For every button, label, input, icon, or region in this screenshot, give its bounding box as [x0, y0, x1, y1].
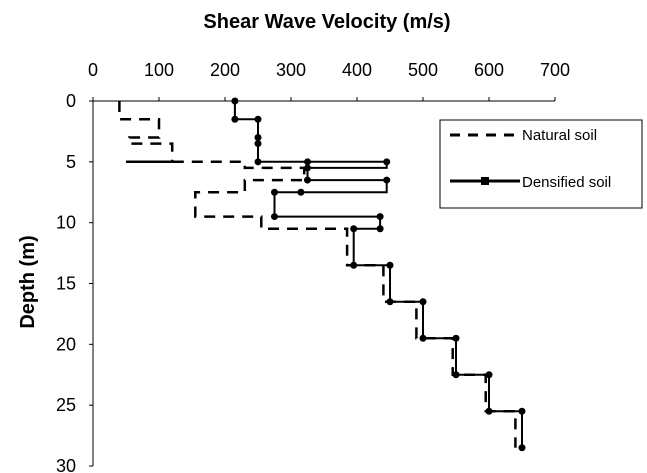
data-point-densified-soil	[485, 371, 493, 379]
data-point-densified-soil	[304, 164, 311, 172]
y-tick-labels: 0 5 10 15 20 25 30	[56, 91, 76, 473]
x-tick-label: 0	[88, 60, 98, 80]
x-tick-label: 700	[540, 60, 570, 80]
y-tick-label: 15	[56, 274, 76, 294]
x-tick-label: 100	[144, 60, 174, 80]
legend-marker-densified-soil	[481, 177, 489, 185]
data-point-densified-soil	[452, 371, 460, 379]
data-point-densified-soil	[231, 115, 239, 123]
data-point-densified-soil	[383, 176, 391, 184]
data-point-densified-soil	[297, 188, 305, 196]
x-tick-label: 200	[210, 60, 240, 80]
legend-label-densified-soil: Densified soil	[522, 174, 611, 191]
data-point-densified-soil	[376, 213, 384, 221]
data-point-densified-soil	[254, 134, 262, 141]
data-point-densified-soil	[350, 225, 358, 233]
y-tick-label: 5	[66, 152, 76, 172]
y-tick-label: 0	[66, 91, 76, 111]
y-tick-label: 30	[56, 456, 76, 473]
data-point-densified-soil	[254, 140, 262, 148]
data-point-densified-soil	[383, 158, 391, 166]
data-point-densified-soil	[386, 298, 394, 306]
y-axis-label: Depth (m)	[17, 235, 39, 328]
data-point-densified-soil	[386, 261, 394, 269]
chart-title: Shear Wave Velocity (m/s)	[203, 11, 450, 33]
data-point-densified-soil	[271, 188, 278, 196]
y-tick-label: 25	[56, 395, 76, 415]
legend: Natural soil Densified soil	[439, 119, 643, 209]
series-layer	[118, 97, 526, 452]
x-tick-label: 600	[474, 60, 504, 80]
axes	[89, 97, 556, 467]
data-point-densified-soil	[376, 225, 384, 233]
data-point-densified-soil	[518, 407, 526, 415]
data-point-densified-soil	[350, 261, 358, 269]
x-tick-labels: 0 100 200 300 400 500 600 700	[88, 60, 570, 80]
data-point-densified-soil	[419, 298, 427, 306]
data-point-densified-soil	[304, 158, 311, 166]
legend-label-natural-soil: Natural soil	[522, 127, 597, 144]
y-tick-label: 20	[56, 334, 76, 354]
data-point-densified-soil	[254, 158, 262, 166]
data-point-densified-soil	[485, 407, 493, 415]
data-point-densified-soil	[271, 213, 278, 221]
x-tick-label: 300	[276, 60, 306, 80]
data-point-densified-soil	[231, 97, 239, 105]
data-point-densified-soil	[419, 334, 427, 342]
data-point-densified-soil	[304, 176, 311, 184]
x-tick-label: 400	[342, 60, 372, 80]
y-tick-label: 10	[56, 213, 76, 233]
data-point-densified-soil	[254, 115, 262, 123]
data-point-densified-soil	[452, 334, 460, 342]
data-point-densified-soil	[518, 444, 526, 452]
x-tick-label: 500	[408, 60, 438, 80]
series-line-densified-soil	[233, 101, 523, 448]
